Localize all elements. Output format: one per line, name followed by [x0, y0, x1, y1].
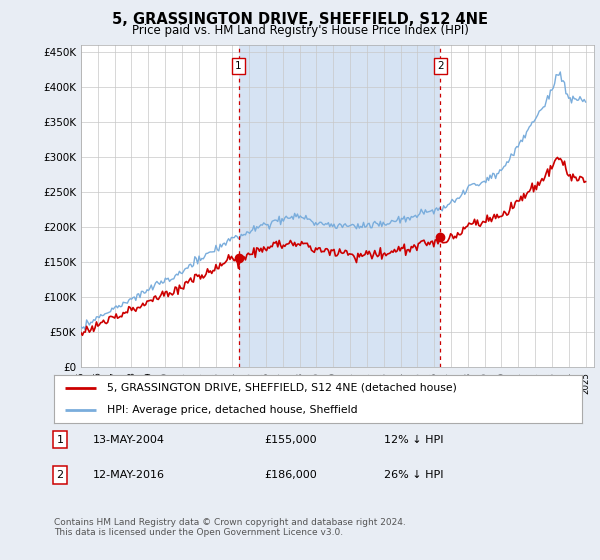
Text: Contains HM Land Registry data © Crown copyright and database right 2024.
This d: Contains HM Land Registry data © Crown c…: [54, 518, 406, 538]
Text: 12-MAY-2016: 12-MAY-2016: [93, 470, 165, 480]
Text: 2: 2: [437, 61, 444, 71]
Text: 1: 1: [56, 435, 64, 445]
Text: 5, GRASSINGTON DRIVE, SHEFFIELD, S12 4NE: 5, GRASSINGTON DRIVE, SHEFFIELD, S12 4NE: [112, 12, 488, 27]
Text: 26% ↓ HPI: 26% ↓ HPI: [384, 470, 443, 480]
Text: HPI: Average price, detached house, Sheffield: HPI: Average price, detached house, Shef…: [107, 405, 358, 416]
Text: £155,000: £155,000: [264, 435, 317, 445]
Bar: [239, 45, 440, 367]
Text: £186,000: £186,000: [264, 470, 317, 480]
Text: Price paid vs. HM Land Registry's House Price Index (HPI): Price paid vs. HM Land Registry's House …: [131, 24, 469, 36]
Text: 1: 1: [235, 61, 242, 71]
Text: 13-MAY-2004: 13-MAY-2004: [93, 435, 165, 445]
Text: 2: 2: [56, 470, 64, 480]
Text: 5, GRASSINGTON DRIVE, SHEFFIELD, S12 4NE (detached house): 5, GRASSINGTON DRIVE, SHEFFIELD, S12 4NE…: [107, 382, 457, 393]
Text: 12% ↓ HPI: 12% ↓ HPI: [384, 435, 443, 445]
